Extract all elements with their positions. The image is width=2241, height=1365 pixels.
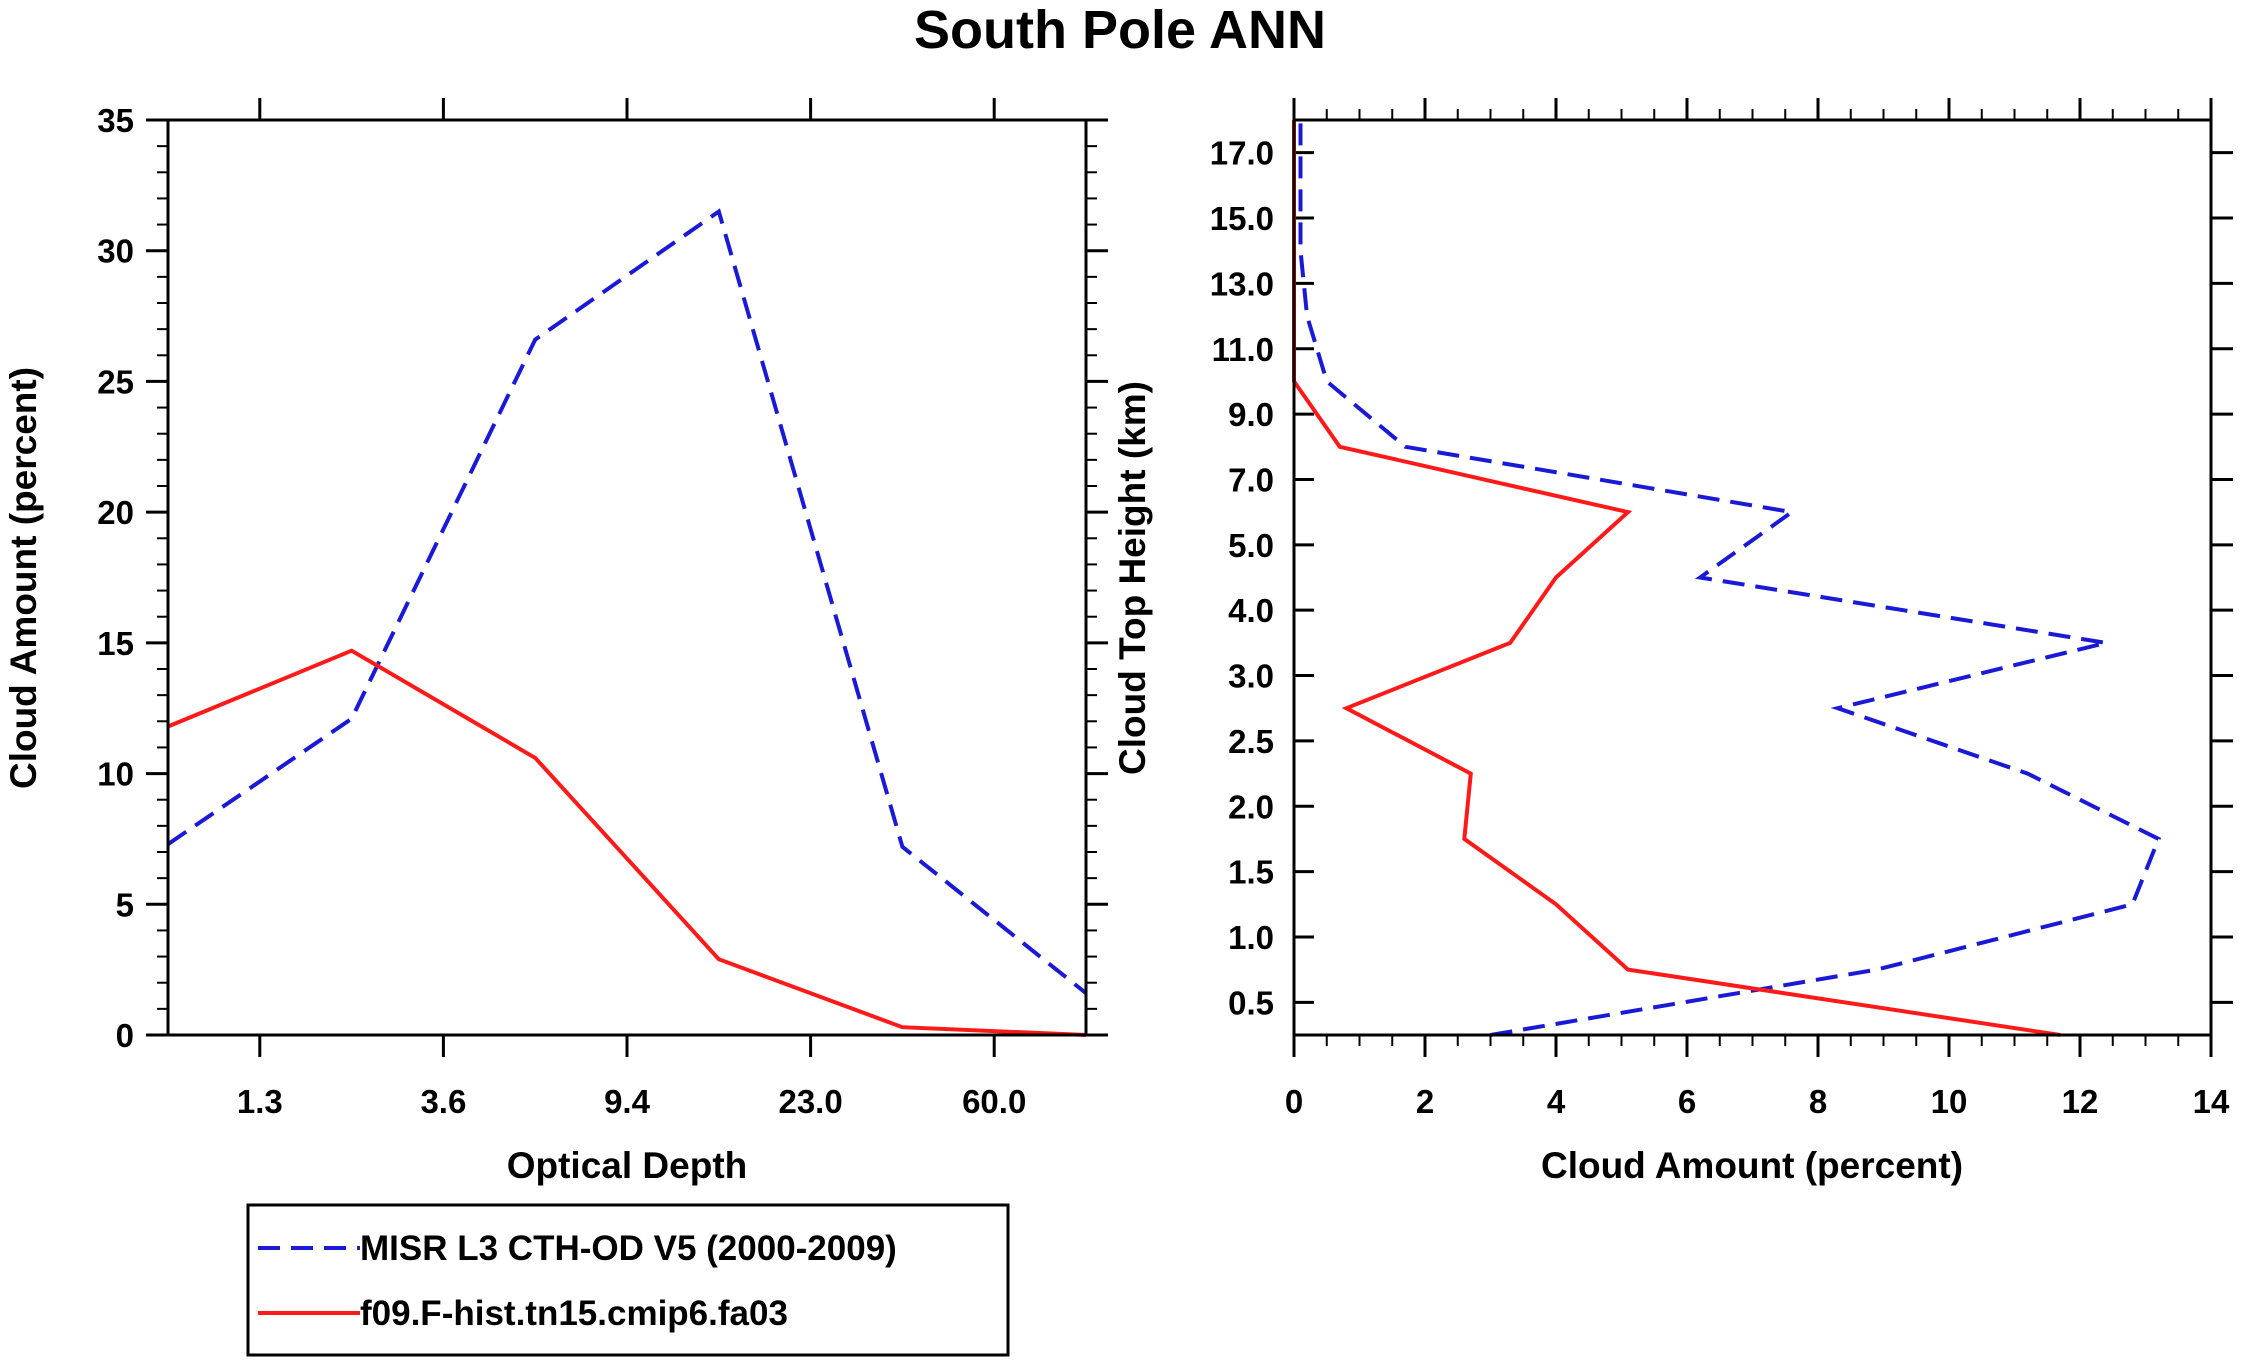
legend-box	[246, 1203, 1010, 1357]
left-y-axis-label: Cloud Amount (percent)	[3, 367, 44, 789]
right-y-tick-label: 7.0	[1228, 461, 1274, 498]
right-plot-frame	[1292, 118, 2213, 1037]
left-x-axis-label: Optical Depth	[507, 1145, 748, 1186]
right-series-misr-line	[1298, 120, 2162, 1037]
right-x-tick-label: 12	[2062, 1083, 2099, 1120]
left-series	[166, 208, 1088, 1037]
left-tick-labels: 0 5 10 15 20 25 30 35 1.3 3.6 9.4 23.0 60.0	[97, 102, 1026, 1120]
right-x-tick-label: 10	[1931, 1083, 1968, 1120]
right-series-model-line	[1292, 120, 2061, 1037]
left-y-tick-label: 10	[97, 756, 134, 793]
right-y-tick-label: 15.0	[1210, 200, 1274, 237]
left-series-model-line	[167, 648, 1087, 1037]
left-y-tick-label: 35	[97, 102, 134, 139]
right-y-tick-label: 1.5	[1228, 854, 1274, 891]
left-x-tick-label: 3.6	[420, 1083, 466, 1120]
right-x-tick-label: 2	[1416, 1083, 1434, 1120]
right-y-tick-label: 0.5	[1228, 984, 1274, 1021]
left-y-tick-label: 30	[97, 233, 134, 270]
right-y-tick-label: 13.0	[1210, 265, 1274, 302]
right-y-tick-label: 4.0	[1228, 592, 1274, 629]
left-x-tick-label: 1.3	[237, 1083, 283, 1120]
right-y-tick-label: 3.0	[1228, 658, 1274, 695]
left-plot-frame	[166, 118, 1088, 1037]
figure-title: South Pole ANN	[914, 0, 1326, 60]
right-y-tick-label: 11.0	[1212, 331, 1274, 368]
right-y-tick-label: 9.0	[1228, 396, 1274, 433]
legend-label-misr: MISR L3 CTH-OD V5 (2000-2009)	[360, 1229, 897, 1268]
right-axis-ticks	[1292, 98, 2233, 1057]
right-y-axis-label: Cloud Top Height (km)	[1112, 381, 1153, 775]
right-series	[1292, 120, 2162, 1037]
left-y-tick-label: 0	[116, 1017, 134, 1054]
left-y-tick-label: 15	[97, 625, 134, 662]
left-y-tick-label: 25	[97, 363, 134, 400]
left-x-tick-label: 9.4	[604, 1083, 651, 1120]
right-x-tick-label: 4	[1547, 1083, 1566, 1120]
left-x-tick-label: 60.0	[962, 1083, 1026, 1120]
right-y-tick-label: 2.0	[1228, 788, 1274, 825]
left-y-tick-label: 20	[97, 494, 134, 531]
right-y-tick-label: 17.0	[1210, 135, 1274, 172]
right-tick-labels: 0 2 4 6 8 10 12 14 0.5 1.0 1.5 2.0 2.5 3.0 4.0 5.0 7.0 9.…	[1210, 135, 2230, 1120]
right-y-tick-label: 2.5	[1228, 723, 1274, 760]
right-y-tick-label: 1.0	[1228, 919, 1274, 956]
left-series-misr-line	[166, 208, 1088, 995]
legend-label-model: f09.F-hist.tn15.cmip6.fa03	[360, 1294, 788, 1333]
right-y-tick-label: 5.0	[1228, 527, 1274, 564]
right-x-tick-label: 6	[1678, 1083, 1696, 1120]
left-y-tick-label: 5	[116, 886, 134, 923]
optical-depth-panel: 0 5 10 15 20 25 30 35 1.3 3.6 9.4 23.0 60.0 Optical …	[3, 98, 1108, 1186]
left-axis-ticks	[146, 98, 1108, 1057]
right-x-tick-label: 8	[1809, 1083, 1827, 1120]
legend: MISR L3 CTH-OD V5 (2000-2009) f09.F-hist…	[246, 1203, 1010, 1357]
right-x-tick-label: 14	[2193, 1083, 2230, 1120]
right-x-tick-label: 0	[1285, 1083, 1303, 1120]
right-x-axis-label: Cloud Amount (percent)	[1541, 1145, 1963, 1186]
left-x-tick-label: 23.0	[778, 1083, 842, 1120]
cloud-top-height-panel: 0 2 4 6 8 10 12 14 0.5 1.0 1.5 2.0 2.5 3.0 4.0 5.0 7.0 9.…	[1112, 98, 2233, 1186]
